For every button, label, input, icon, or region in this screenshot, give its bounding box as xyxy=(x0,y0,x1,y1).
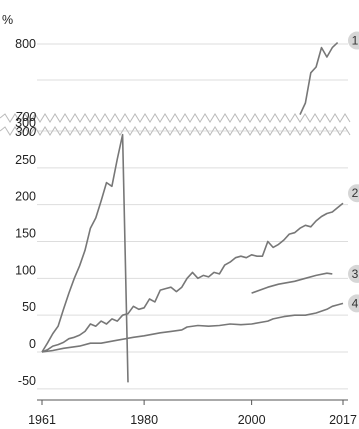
series-1-line-2 xyxy=(299,42,339,115)
y-tick-label-150: 150 xyxy=(15,227,36,241)
break-zigzag-lower xyxy=(0,126,351,136)
series-3-line-9 xyxy=(251,272,333,294)
gridlines xyxy=(37,43,348,390)
series-1-badge xyxy=(348,31,359,50)
y-tick-label-800: 800 xyxy=(15,37,36,51)
series-4-line-1 xyxy=(41,302,344,353)
y-tick-label-250: 250 xyxy=(15,153,36,167)
series-2-line-1 xyxy=(41,202,344,353)
x-tick-label-2000: 2000 xyxy=(238,413,266,427)
series-2-badge xyxy=(348,184,359,203)
y-tick-label-300: 300 xyxy=(15,125,36,139)
x-tick-label-1980: 1980 xyxy=(130,413,158,427)
y-tick-label-100: 100 xyxy=(15,263,36,277)
y-tick-label-200: 200 xyxy=(15,190,36,204)
y-tick-label-0: 0 xyxy=(29,337,36,351)
series-1-badge-label: 1 xyxy=(352,34,359,48)
y-tick-label--50: -50 xyxy=(18,374,36,388)
series-3-badge xyxy=(348,264,359,283)
series-1-line-1 xyxy=(41,133,129,383)
axis-break xyxy=(0,113,351,136)
series-2-badge-label: 2 xyxy=(352,186,359,200)
y-tick-label-300: 300 xyxy=(15,116,36,130)
y-tick-label-50: 50 xyxy=(22,300,36,314)
break-zigzag-upper xyxy=(0,113,351,123)
series-4-badge-label: 4 xyxy=(352,296,359,310)
x-tick-label-2017: 2017 xyxy=(329,413,357,427)
series-3-badge-label: 3 xyxy=(352,267,359,281)
series-4-badge xyxy=(348,294,359,313)
series-lines xyxy=(41,42,344,383)
series-badges: 1 2 3 4 xyxy=(348,31,359,313)
y-tick-label-700: 700 xyxy=(15,110,36,124)
y-axis-unit-label: % xyxy=(2,13,13,27)
x-tick-label-1961: 1961 xyxy=(28,413,56,427)
x-axis: 1961 1980 2000 2017 xyxy=(28,399,357,427)
